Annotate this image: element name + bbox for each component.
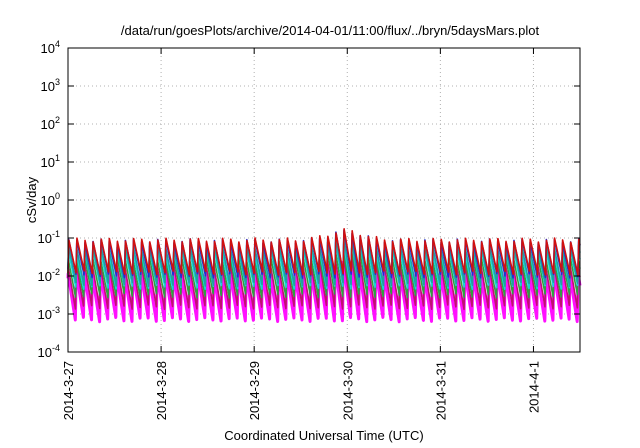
y-tick-label: 101 — [41, 153, 60, 170]
series-line — [67, 253, 581, 311]
series-line — [67, 228, 581, 276]
x-axis-label: Coordinated Universal Time (UTC) — [224, 428, 423, 443]
y-tick-label: 103 — [41, 77, 60, 94]
y-tick-label: 10-1 — [38, 229, 60, 246]
y-tick-label: 100 — [41, 191, 60, 208]
series-line — [67, 236, 581, 288]
y-axis-label: cSv/day — [24, 176, 39, 223]
series-line — [66, 260, 582, 324]
y-tick-labels: 10-4 10-3 10-2 10-1 100 101 102 103 104 — [38, 39, 60, 360]
series-group — [66, 228, 582, 324]
chart-title: /data/run/goesPlots/archive/2014-04-01/1… — [121, 23, 540, 38]
x-tick-label: 2014-3-29 — [247, 361, 262, 420]
y-tick-label: 102 — [41, 115, 60, 132]
y-tick-label: 104 — [41, 39, 60, 56]
y-tick-label: 10-2 — [38, 267, 60, 284]
y-tick-label: 10-4 — [38, 343, 60, 360]
x-tick-label: 2014-3-27 — [61, 361, 76, 420]
y-tick-label: 10-3 — [38, 305, 60, 322]
axis-ticks — [67, 47, 580, 353]
x-tick-label: 2014-3-31 — [433, 361, 448, 420]
series-line — [67, 247, 581, 299]
x-tick-label: 2014-3-28 — [154, 361, 169, 420]
x-tick-label: 2014-3-30 — [340, 361, 355, 420]
x-tick-label: 2014-4-1 — [526, 361, 541, 413]
x-tick-labels: 2014-3-27 2014-3-28 2014-3-29 2014-3-30 2014… — [61, 361, 541, 420]
